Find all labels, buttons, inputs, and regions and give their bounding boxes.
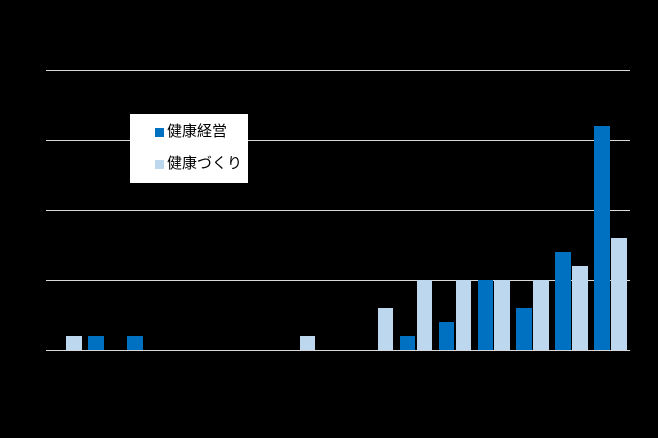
bar-健康づくり-cat13 <box>533 280 549 350</box>
legend-swatch-light-blue <box>155 159 164 169</box>
bar-健康づくり-cat15 <box>611 238 627 350</box>
bar-健康づくり-cat12 <box>494 280 510 350</box>
legend-item-kenko-zukuri: 健康づくり <box>155 154 242 174</box>
bar-健康経営-cat12 <box>477 280 494 350</box>
legend-label-kenko-zukuri: 健康づくり <box>167 155 243 172</box>
bar-健康づくり-cat11 <box>455 280 471 350</box>
bar-健康経営-cat11 <box>438 322 455 350</box>
legend-label-kenko-keiei: 健康経営 <box>167 123 228 140</box>
bar-健康経営-cat3 <box>127 336 143 350</box>
bar-健康づくり-cat1 <box>66 336 82 350</box>
bar-健康づくり-cat10 <box>416 280 433 350</box>
legend-item-kenko-keiei: 健康経営 <box>155 122 227 142</box>
bar-健康経営-cat15 <box>594 126 610 350</box>
bar-健康経営-cat2 <box>88 336 104 350</box>
legend: 健康経営 健康づくり <box>130 114 248 183</box>
bar-健康づくり-cat9 <box>377 308 394 350</box>
legend-swatch-dark-blue <box>155 127 164 137</box>
bar-健康づくり-cat14 <box>572 266 588 350</box>
gridline-y-10 <box>46 210 630 211</box>
bar-健康経営-cat13 <box>516 308 532 350</box>
bar-健康経営-cat14 <box>555 252 571 350</box>
bar-健康づくり-cat7 <box>299 336 316 350</box>
bar-健康経営-cat10 <box>399 336 416 350</box>
x-axis-line <box>46 350 630 351</box>
gridline-y-20 <box>46 70 630 71</box>
